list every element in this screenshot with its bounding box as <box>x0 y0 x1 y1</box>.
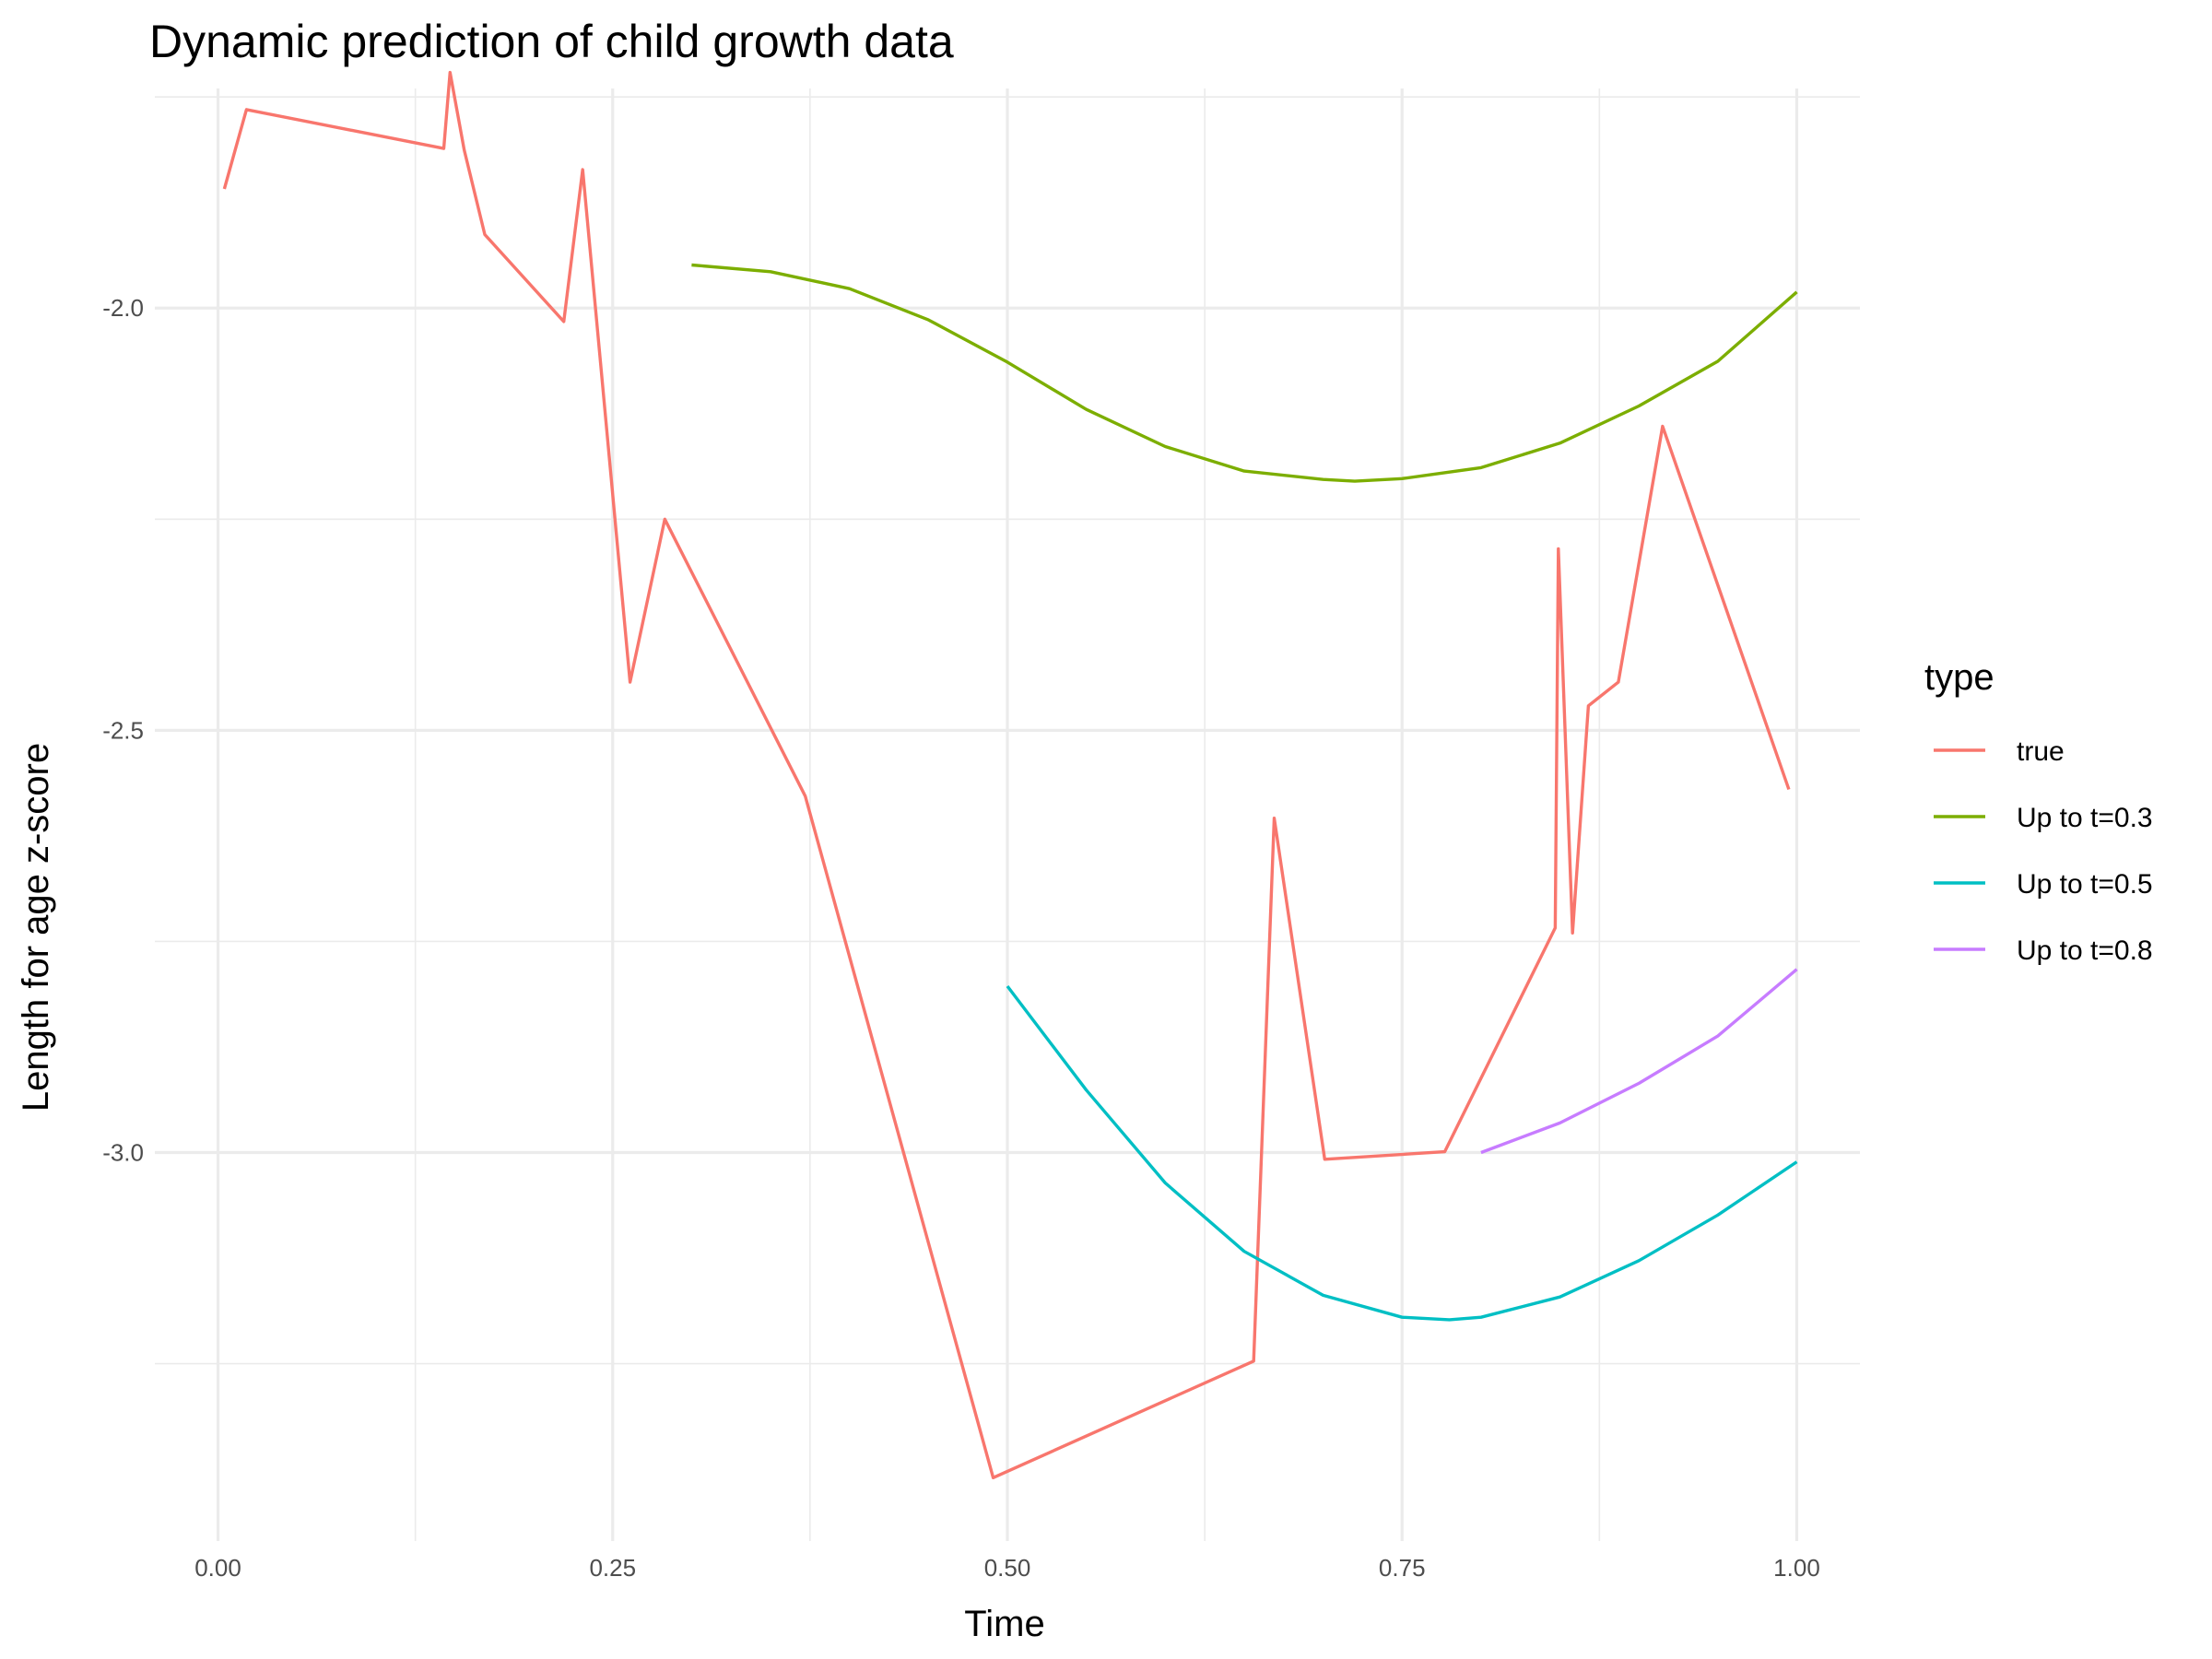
y-tick-label: -2.5 <box>102 716 144 744</box>
legend-items: true Up to t=0.3 Up to t=0.5 Up to t=0.8 <box>1934 736 2153 966</box>
y-axis-title: Length for age z-score <box>16 743 56 1112</box>
legend: type true Up to t=0.3 Up to t=0.5 Up to t=0… <box>1924 657 2153 966</box>
legend-title: type <box>1924 657 1994 698</box>
legend-label: Up to t=0.5 <box>2017 869 2153 900</box>
series-line-up-to-t-0-3 <box>691 263 1798 483</box>
x-axis-title: Time <box>964 1604 1044 1644</box>
legend-item: Up to t=0.3 <box>1934 803 2153 833</box>
series-line-true <box>222 70 1791 1480</box>
chart-title: Dynamic prediction of child growth data <box>149 16 954 67</box>
x-tick-label: 0.25 <box>589 1554 636 1582</box>
series-line-up-to-t-0-8 <box>1480 968 1798 1155</box>
y-tick-label: -3.0 <box>102 1139 144 1167</box>
legend-item: Up to t=0.5 <box>1934 869 2153 900</box>
x-tick-label: 0.00 <box>194 1554 241 1582</box>
legend-label: Up to t=0.3 <box>2017 803 2153 833</box>
legend-item: true <box>1934 736 2065 767</box>
series-line-up-to-t-0-5 <box>1006 984 1798 1322</box>
legend-item: Up to t=0.8 <box>1934 935 2153 966</box>
legend-label: Up to t=0.8 <box>2017 935 2153 966</box>
series-lines <box>222 70 1798 1480</box>
legend-label: true <box>2017 736 2065 767</box>
y-tick-label: -2.0 <box>102 294 144 322</box>
gridlines <box>155 88 1860 1541</box>
x-tick-label: 1.00 <box>1773 1554 1820 1582</box>
x-tick-label: 0.75 <box>1379 1554 1426 1582</box>
x-tick-labels: 0.00 0.25 0.50 0.75 1.00 <box>194 1554 1820 1582</box>
y-tick-labels: -3.0 -2.5 -2.0 <box>102 294 144 1166</box>
x-tick-label: 0.50 <box>984 1554 1031 1582</box>
